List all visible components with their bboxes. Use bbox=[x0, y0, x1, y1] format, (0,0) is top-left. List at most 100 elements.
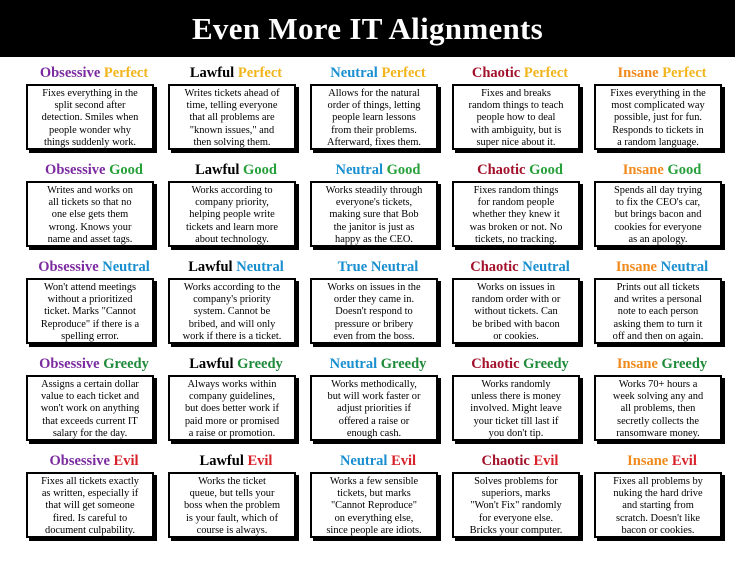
alignment-first-word: Obsessive bbox=[39, 65, 101, 81]
alignment-cell-neutral-good: Neutral Good Works steadily through every… bbox=[307, 160, 449, 257]
alignment-cell-lawful-perfect: Lawful Perfect Writes tickets ahead of ti… bbox=[165, 63, 307, 160]
alignment-second-word: Good bbox=[529, 162, 563, 178]
alignment-title: Lawful Good bbox=[165, 162, 307, 179]
alignment-cell-chaotic-perfect: Chaotic Perfect Fixes and breaks random t… bbox=[449, 63, 591, 160]
alignment-title: Insane Neutral bbox=[591, 259, 733, 276]
alignment-description: Fixes everything in the split second aft… bbox=[26, 84, 154, 150]
alignment-title: Neutral Evil bbox=[307, 453, 449, 470]
alignment-title: Lawful Greedy bbox=[165, 356, 307, 373]
alignment-second-word: Greedy bbox=[523, 356, 569, 372]
alignment-cell-obsessive-greedy: Obsessive Greedy Assigns a certain dollar… bbox=[23, 354, 165, 451]
alignment-cell-obsessive-evil: Obsessive Evil Fixes all tickets exactly … bbox=[23, 451, 165, 548]
alignment-cell-obsessive-good: Obsessive Good Writes and works on all ti… bbox=[23, 160, 165, 257]
alignment-second-word: Greedy bbox=[661, 356, 708, 372]
alignment-description: Fixes and breaks random things to teach … bbox=[452, 84, 580, 150]
alignment-cell-neutral-greedy: Neutral Greedy Works methodically, but wi… bbox=[307, 354, 449, 451]
alignment-first-word: Insane bbox=[622, 162, 664, 178]
alignment-first-word: Lawful bbox=[189, 65, 235, 81]
alignment-description: Fixes random things for random people wh… bbox=[452, 181, 580, 247]
alignment-second-word: Evil bbox=[247, 453, 273, 469]
alignment-second-word: Good bbox=[667, 162, 702, 178]
alignment-description: Writes and works on all tickets so that … bbox=[26, 181, 154, 247]
alignment-first-word: Neutral bbox=[330, 65, 378, 81]
alignment-cell-chaotic-greedy: Chaotic Greedy Works randomly unless ther… bbox=[449, 354, 591, 451]
alignment-second-word: Neutral bbox=[522, 259, 570, 275]
alignment-second-word: Evil bbox=[113, 453, 139, 469]
alignment-description: Fixes all problems by nuking the hard dr… bbox=[594, 472, 722, 538]
alignment-cell-insane-greedy: Insane Greedy Works 70+ hours a week solv… bbox=[591, 354, 733, 451]
alignment-first-word: Insane bbox=[616, 356, 658, 372]
alignment-description: Works 70+ hours a week solving any and a… bbox=[594, 375, 722, 441]
alignment-first-word: Insane bbox=[615, 259, 657, 275]
alignment-first-word: Neutral bbox=[339, 453, 388, 469]
alignment-second-word: Perfect bbox=[662, 65, 707, 81]
alignment-first-word: Neutral bbox=[329, 356, 378, 372]
alignment-title: Obsessive Neutral bbox=[23, 259, 165, 276]
alignment-title: Insane Perfect bbox=[591, 65, 733, 82]
alignment-description: Prints out all tickets and writes a pers… bbox=[594, 278, 722, 344]
alignment-title: Chaotic Good bbox=[449, 162, 591, 179]
alignment-description: Writes tickets ahead of time, telling ev… bbox=[168, 84, 296, 150]
alignment-first-word: Chaotic bbox=[470, 259, 519, 275]
alignment-cell-insane-good: Insane Good Spends all day trying to fix … bbox=[591, 160, 733, 257]
alignment-title: Obsessive Evil bbox=[23, 453, 165, 470]
alignment-first-word: Lawful bbox=[188, 259, 233, 275]
alignment-title: Obsessive Greedy bbox=[23, 356, 165, 373]
alignment-description: Spends all day trying to fix the CEO's c… bbox=[594, 181, 722, 247]
alignment-cell-insane-neutral: Insane Neutral Prints out all tickets and… bbox=[591, 257, 733, 354]
alignment-description: Allows for the natural order of things, … bbox=[310, 84, 438, 150]
alignment-description: Fixes everything in the most complicated… bbox=[594, 84, 722, 150]
alignment-first-word: Obsessive bbox=[38, 259, 99, 275]
alignment-first-word: Chaotic bbox=[481, 453, 530, 469]
alignment-title: Chaotic Evil bbox=[449, 453, 591, 470]
alignment-first-word: Lawful bbox=[199, 453, 244, 469]
alignment-first-word: True bbox=[337, 259, 368, 275]
alignment-second-word: Perfect bbox=[523, 65, 569, 81]
alignment-cell-lawful-good: Lawful Good Works according to company pr… bbox=[165, 160, 307, 257]
alignment-second-word: Neutral bbox=[370, 259, 419, 275]
alignment-title: Chaotic Greedy bbox=[449, 356, 591, 373]
alignment-first-word: Lawful bbox=[189, 356, 234, 372]
alignment-first-word: Chaotic bbox=[471, 65, 521, 81]
alignment-cell-neutral-evil: Neutral Evil Works a few sensible tickets… bbox=[307, 451, 449, 548]
title-banner: Even More IT Alignments bbox=[0, 0, 735, 57]
alignment-title: Chaotic Neutral bbox=[449, 259, 591, 276]
alignment-cell-obsessive-perfect: Obsessive Perfect Fixes everything in the… bbox=[23, 63, 165, 160]
alignment-second-word: Good bbox=[243, 162, 277, 178]
alignment-second-word: Perfect bbox=[103, 65, 149, 81]
alignment-first-word: Neutral bbox=[335, 162, 384, 178]
alignment-first-word: Chaotic bbox=[471, 356, 520, 372]
alignment-first-word: Chaotic bbox=[477, 162, 526, 178]
alignment-description: Always works within company guidelines, … bbox=[168, 375, 296, 441]
alignment-second-word: Perfect bbox=[381, 65, 426, 81]
alignment-title: Lawful Perfect bbox=[165, 65, 307, 82]
alignment-cell-chaotic-neutral: Chaotic Neutral Works on issues in random… bbox=[449, 257, 591, 354]
alignment-description: Works according to the company's priorit… bbox=[168, 278, 296, 344]
alignment-description: Fixes all tickets exactly as written, es… bbox=[26, 472, 154, 538]
alignment-first-word: Obsessive bbox=[45, 162, 106, 178]
alignment-second-word: Neutral bbox=[236, 259, 284, 275]
alignment-description: Works according to company priority, hel… bbox=[168, 181, 296, 247]
alignment-title: Chaotic Perfect bbox=[449, 65, 591, 82]
alignment-description: Works steadily through everyone's ticket… bbox=[310, 181, 438, 247]
alignment-title: Neutral Good bbox=[307, 162, 449, 179]
alignment-title: True Neutral bbox=[307, 259, 449, 276]
alignment-second-word: Neutral bbox=[660, 259, 709, 275]
alignment-cell-lawful-evil: Lawful Evil Works the ticket queue, but t… bbox=[165, 451, 307, 548]
alignment-title: Insane Evil bbox=[591, 453, 733, 470]
alignment-cell-lawful-greedy: Lawful Greedy Always works within company… bbox=[165, 354, 307, 451]
alignment-description: Works the ticket queue, but tells your b… bbox=[168, 472, 296, 538]
alignment-description: Works on issues in random order with or … bbox=[452, 278, 580, 344]
alignment-first-word: Obsessive bbox=[49, 453, 110, 469]
alignment-second-word: Neutral bbox=[102, 259, 150, 275]
alignment-second-word: Greedy bbox=[103, 356, 149, 372]
alignment-cell-insane-perfect: Insane Perfect Fixes everything in the mo… bbox=[591, 63, 733, 160]
alignment-description: Works randomly unless there is money inv… bbox=[452, 375, 580, 441]
alignment-second-word: Evil bbox=[391, 453, 417, 469]
alignment-second-word: Good bbox=[386, 162, 421, 178]
alignment-second-word: Greedy bbox=[237, 356, 283, 372]
alignment-second-word: Evil bbox=[533, 453, 559, 469]
alignment-description: Assigns a certain dollar value to each t… bbox=[26, 375, 154, 441]
alignment-title: Insane Good bbox=[591, 162, 733, 179]
alignment-cell-lawful-neutral: Lawful Neutral Works according to the com… bbox=[165, 257, 307, 354]
